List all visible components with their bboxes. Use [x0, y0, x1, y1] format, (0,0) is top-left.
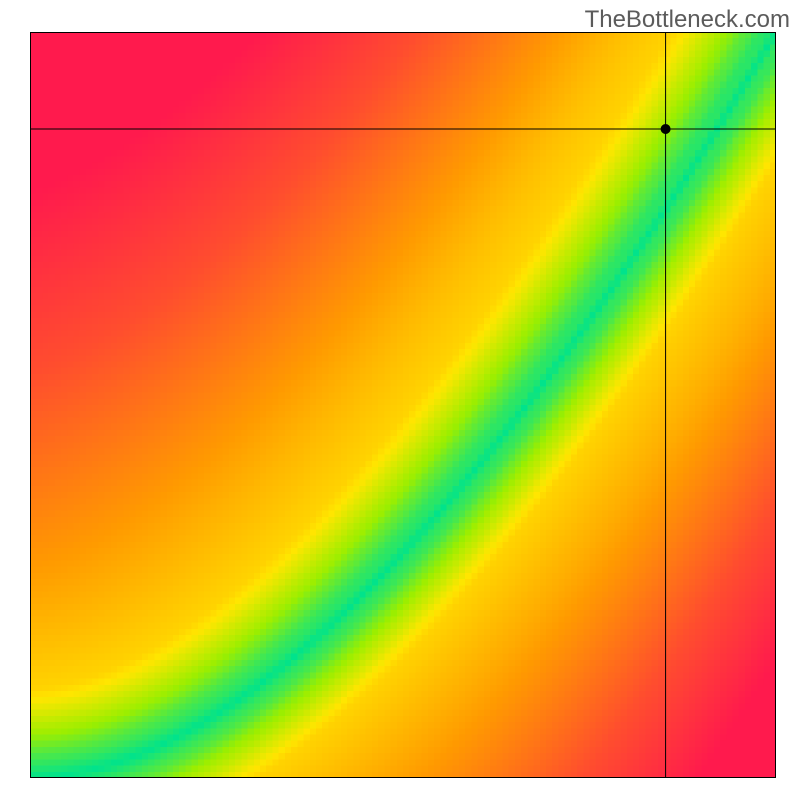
- heatmap-plot: [30, 32, 776, 778]
- figure-container: TheBottleneck.com: [0, 0, 800, 800]
- source-watermark: TheBottleneck.com: [585, 6, 790, 34]
